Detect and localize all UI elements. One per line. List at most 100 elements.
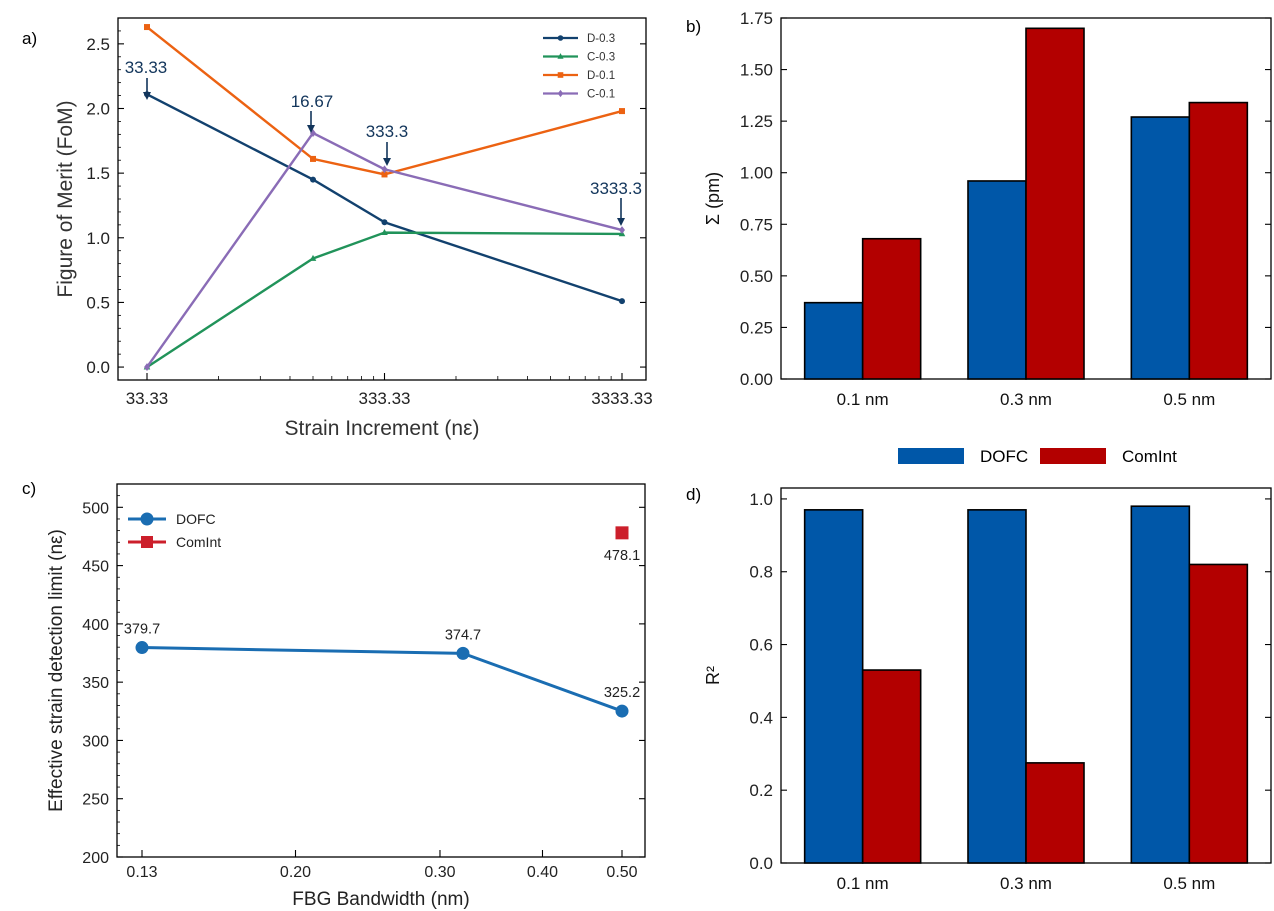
- chart-c-xtick-label: 0.30: [424, 864, 455, 881]
- chart-b-bar-comint: [861, 237, 922, 380]
- chart-d-xtick-label: 0.3 nm: [1000, 874, 1052, 893]
- chart-a-xtick-label: 333.33: [359, 389, 411, 408]
- chart-a-legend-label: C-0.3: [587, 52, 615, 64]
- chart-a-legend-label: D-0.3: [587, 33, 615, 45]
- chart-a-point: [144, 24, 150, 31]
- chart-b-xtick-label: 0.1 nm: [837, 390, 889, 409]
- chart-d-xtick-label: 0.5 nm: [1163, 874, 1215, 893]
- chart-c-ytick-label: 200: [82, 850, 109, 867]
- chart-d-ytick-label: 0.2: [749, 781, 773, 800]
- chart-d-bar-dofc: [803, 509, 864, 864]
- chart-b-ytick-label: 0.50: [740, 267, 773, 286]
- chart-c-legend-marker: [140, 512, 154, 526]
- chart-d-bar-comint: [1188, 563, 1249, 864]
- chart-a-legend-label: C-0.1: [587, 89, 615, 101]
- chart-d: 0.0 0.2 0.4 0.6 0.8 1.0 0.1 nm 0.3 nm 0.5 nm R²: [703, 487, 1272, 893]
- chart-a-point: [618, 108, 625, 115]
- chart-a-annotation-arrowhead: [617, 218, 625, 226]
- chart-c-data-label: 374.7: [445, 627, 481, 643]
- chart-a-ylabel: Figure of Merit (FoM): [54, 100, 77, 297]
- chart-a-point: [618, 298, 625, 305]
- chart-a-xtick-label: 3333.33: [591, 389, 652, 408]
- legend-swatch-dofc: [898, 448, 964, 464]
- chart-a-point: [310, 155, 317, 162]
- chart-a-series-line-D-0.1: [146, 26, 623, 176]
- panel-label-a: a): [22, 29, 37, 48]
- chart-a-series-line-D-0.3: [146, 93, 623, 303]
- chart-c-series-line-dofc: [141, 646, 623, 713]
- chart-a-ytick-label: 0.0: [86, 358, 110, 377]
- chart-a-ytick-label: 2.0: [86, 100, 110, 119]
- chart-c-ytick-label: 450: [82, 559, 109, 576]
- legend-swatch-comint: [1040, 448, 1106, 464]
- chart-a-annotation-arrowhead: [143, 92, 151, 100]
- chart-d-bar-comint: [1025, 762, 1085, 864]
- chart-c-ytick-label: 400: [82, 617, 109, 634]
- chart-b-bar-comint: [1188, 101, 1249, 380]
- chart-c-legend-label: DOFC: [176, 511, 216, 527]
- chart-b: 0.00 0.25 0.50 0.75 1.00 1.25 1.50 1.75 0.1 nm 0.…: [703, 9, 1272, 409]
- chart-c-ytick-label: 250: [82, 792, 109, 809]
- chart-b-bar-dofc: [1130, 116, 1191, 380]
- chart-d-ylabel: R²: [703, 666, 723, 685]
- chart-a-xtick-label: 33.33: [126, 389, 169, 408]
- chart-c-data-label: 325.2: [604, 685, 640, 701]
- chart-a-annotation-arrowhead: [383, 158, 391, 166]
- chart-c: 200 250 300 350 400 450 500 0.13 0.20 0.30 0.40 0.5…: [46, 483, 646, 910]
- chart-c-xtick-label: 0.50: [606, 864, 637, 881]
- chart-d-ytick-label: 0.6: [749, 636, 773, 655]
- chart-a-annotation: 16.67: [291, 92, 334, 111]
- chart-c-legend-marker: [141, 536, 153, 548]
- chart-a-series-line-C-0.1: [146, 131, 623, 368]
- legend-label-comint: ComInt: [1122, 447, 1177, 466]
- chart-c-xtick-label: 0.13: [126, 864, 157, 881]
- chart-b-xtick-label: 0.5 nm: [1163, 390, 1215, 409]
- chart-a-series-line-C-0.3: [146, 231, 623, 369]
- chart-d-bar-comint: [861, 669, 922, 864]
- chart-d-ytick-label: 1.0: [749, 490, 773, 509]
- chart-a-xlabel: Strain Increment (nε): [285, 417, 480, 440]
- chart-b-bar-dofc: [967, 180, 1027, 380]
- panel-label-d: d): [686, 485, 701, 504]
- panel-label-b: b): [686, 17, 701, 36]
- chart-c-data-label: 478.1: [604, 548, 640, 564]
- chart-a-annotation: 33.33: [125, 58, 168, 77]
- chart-b-bar-comint: [1025, 27, 1085, 380]
- chart-b-ytick-label: 1.50: [740, 61, 773, 80]
- chart-a-ytick-label: 2.5: [86, 35, 110, 54]
- chart-b-bar-dofc: [803, 301, 864, 380]
- chart-d-ytick-label: 0.8: [749, 563, 773, 582]
- chart-a-point: [381, 171, 388, 178]
- chart-b-ytick-label: 0.25: [740, 318, 773, 337]
- chart-a-point: [381, 219, 388, 226]
- chart-a-legend-marker: [557, 72, 564, 78]
- chart-c-ytick-label: 350: [82, 675, 109, 692]
- chart-b-ylabel: Σ (pm): [703, 172, 723, 225]
- chart-c-xtick-label: 0.20: [280, 864, 311, 881]
- chart-a-ytick-label: 1.5: [86, 164, 110, 183]
- chart-d-ytick-label: 0.4: [749, 708, 773, 727]
- chart-c-legend-label: ComInt: [176, 534, 221, 550]
- chart-b-ytick-label: 1.00: [740, 164, 773, 183]
- chart-a-annotation: 3333.3: [590, 179, 642, 198]
- chart-a-point: [310, 176, 317, 183]
- chart-b-ytick-label: 1.75: [740, 9, 773, 28]
- shared-legend: DOFC ComInt: [898, 447, 1177, 466]
- chart-a-point: [144, 363, 150, 371]
- chart-d-bar-dofc: [1130, 505, 1191, 864]
- chart-b-ytick-label: 1.25: [740, 112, 773, 131]
- chart-a-point: [381, 165, 388, 174]
- chart-a-legend-marker: [557, 89, 564, 98]
- chart-a: 0.0 0.5 1.0 1.5 2.0 2.5 33.33 333.33 3333.33 Stra…: [54, 17, 653, 440]
- panel-label-c: c): [22, 479, 36, 498]
- chart-a-legend-marker: [557, 53, 564, 59]
- chart-a-annotation-arrowhead: [307, 125, 315, 133]
- chart-c-ytick-label: 300: [82, 733, 109, 750]
- chart-d-ytick-label: 0.0: [749, 854, 773, 873]
- chart-c-point-dofc: [456, 646, 470, 660]
- chart-c-point-comint: [615, 526, 629, 540]
- chart-a-annotation: 333.3: [366, 122, 409, 141]
- chart-d-xtick-label: 0.1 nm: [837, 874, 889, 893]
- chart-c-xlabel: FBG Bandwidth (nm): [292, 889, 469, 910]
